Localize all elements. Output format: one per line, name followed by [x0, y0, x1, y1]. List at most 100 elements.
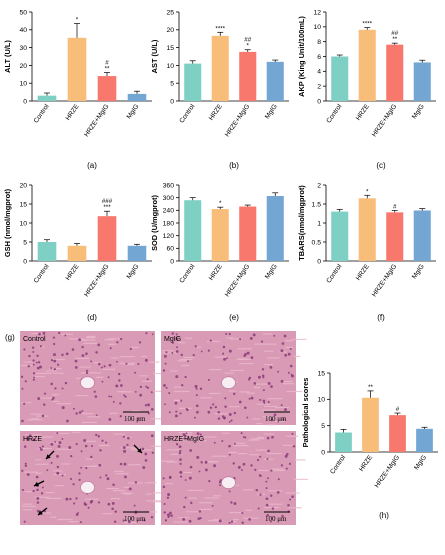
tissue-fiber [130, 449, 137, 451]
tissue-fiber [119, 356, 136, 358]
tissue-fiber [251, 438, 265, 440]
cell-nucleus [184, 496, 187, 499]
bar-control [331, 56, 349, 101]
arrow-head [46, 454, 51, 459]
cell-nucleus [289, 348, 292, 350]
cell-nucleus [225, 357, 228, 360]
cell-nucleus [142, 466, 146, 470]
cell-nucleus [90, 455, 93, 459]
y-tick-label: 10 [313, 24, 321, 31]
cell-nucleus [291, 495, 294, 498]
y-tick-label: 0 [23, 98, 27, 105]
cell-nucleus [28, 434, 32, 437]
tissue-fiber [282, 383, 294, 385]
tissue-fiber [132, 448, 141, 450]
cell-nucleus [80, 450, 83, 453]
cell-nucleus [249, 336, 253, 340]
cell-nucleus [250, 396, 254, 400]
cell-nucleus [225, 332, 228, 335]
cell-nucleus [287, 352, 291, 356]
cell-nucleus [78, 478, 81, 481]
cell-nucleus [54, 387, 57, 390]
cell-nucleus [287, 371, 290, 374]
tissue-fiber [81, 412, 94, 415]
cell-nucleus [223, 417, 226, 420]
tissue-fiber [148, 361, 160, 363]
cell-nucleus [162, 369, 166, 372]
y-tick-label: 60 [166, 246, 174, 253]
cell-nucleus [66, 419, 69, 423]
y-tick-label: 1 [317, 220, 321, 227]
cell-nucleus [77, 512, 79, 514]
cell-nucleus [36, 366, 40, 370]
cell-nucleus [53, 353, 56, 357]
cell-nucleus [186, 437, 189, 441]
tissue-fiber [56, 403, 72, 405]
cell-nucleus [40, 492, 44, 495]
cell-nucleus [179, 471, 183, 474]
cell-nucleus [119, 462, 123, 466]
cell-nucleus [151, 451, 154, 454]
tissue-fiber [36, 372, 52, 374]
cell-nucleus [198, 510, 202, 513]
y-tick-label: 300 [163, 195, 175, 202]
cell-nucleus [141, 447, 145, 451]
cell-nucleus [162, 477, 165, 480]
bar-control [335, 432, 352, 452]
cell-nucleus [256, 458, 260, 462]
cell-nucleus [195, 394, 198, 397]
tissue-fiber [150, 445, 163, 447]
tissue-fiber [40, 512, 52, 514]
cell-nucleus [71, 348, 75, 351]
cell-nucleus [23, 402, 26, 405]
scale-label: 100 μm [124, 415, 146, 423]
bar-control [331, 211, 349, 261]
bar-control [184, 200, 202, 261]
bar-control [37, 95, 57, 101]
cell-nucleus [221, 440, 224, 443]
bar-mgig [127, 93, 147, 101]
y-axis-label: ALT (U/L) [3, 40, 12, 73]
tissue-fiber [123, 493, 131, 495]
cell-nucleus [222, 345, 226, 349]
cell-nucleus [26, 437, 30, 441]
cell-nucleus [162, 485, 166, 489]
tissue-fiber [52, 372, 65, 374]
tissue-fiber [108, 338, 120, 340]
cell-nucleus [61, 406, 65, 410]
x-tick-label: HRZE+MgIG [83, 263, 110, 298]
bar-hrze [358, 29, 376, 101]
tissue-fiber [81, 421, 97, 424]
tissue-fiber [228, 451, 237, 454]
cell-nucleus [57, 363, 60, 366]
tissue-fiber [245, 509, 253, 511]
cell-nucleus [32, 363, 35, 366]
cell-nucleus [277, 478, 280, 481]
x-tick-label: MgIG [264, 263, 279, 280]
cell-nucleus [32, 438, 36, 442]
cell-nucleus [143, 519, 146, 522]
cell-nucleus [39, 446, 42, 449]
cell-nucleus [180, 399, 183, 402]
tissue-fiber [87, 416, 101, 418]
tissue-fiber [85, 440, 97, 442]
cell-nucleus [188, 519, 192, 523]
arrow-head [38, 510, 43, 515]
cell-nucleus [167, 493, 171, 497]
tissue-fiber [23, 361, 33, 363]
cell-nucleus [192, 354, 195, 357]
cell-nucleus [277, 370, 280, 373]
x-tick-label: MgIG [413, 454, 428, 471]
cell-nucleus [230, 501, 233, 504]
tissue-fiber [238, 452, 248, 455]
cell-nucleus [64, 381, 68, 385]
tissue-fiber [104, 339, 115, 341]
cell-nucleus [180, 384, 184, 387]
tissue-fiber [224, 372, 235, 374]
cell-nucleus [218, 519, 222, 523]
cell-nucleus [179, 449, 182, 453]
tissue-fiber [55, 432, 70, 434]
tissue-fiber [140, 355, 148, 358]
y-tick-label: 2 [317, 182, 321, 189]
tissue-fiber [49, 442, 59, 444]
